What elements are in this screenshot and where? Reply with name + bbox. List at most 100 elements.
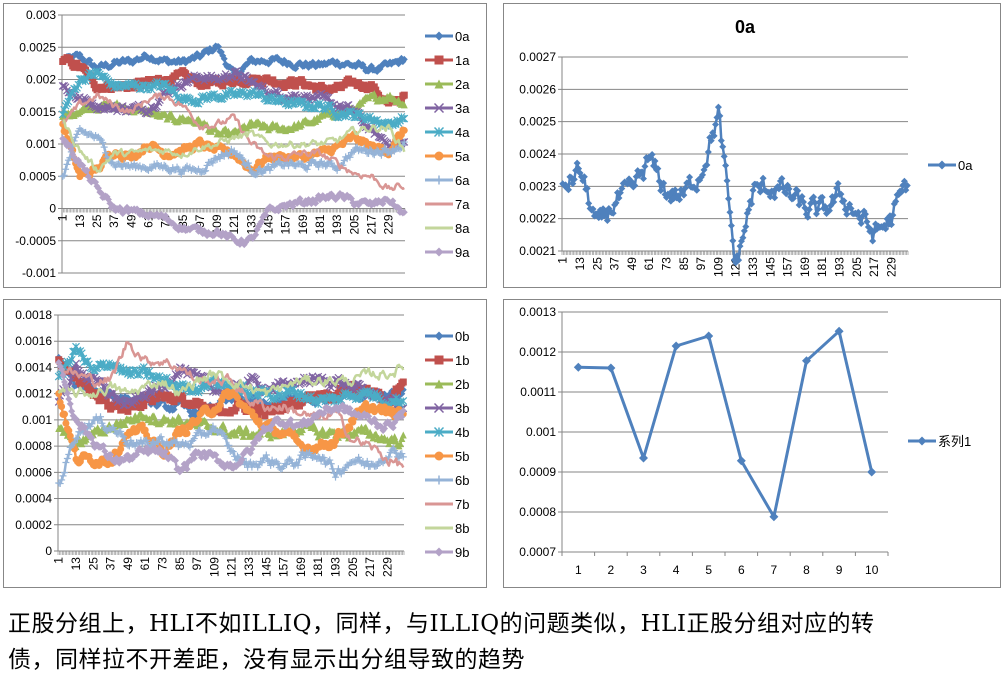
x-tick-label: 25 [90,214,104,228]
chart-bl: 0.0018 0.0016 0.0014 0.0012 0.001 0.0008 0.000… [3,299,487,588]
legend-marker [434,547,444,557]
x-tick-label: 49 [625,257,639,271]
x-tick-label: 145 [259,557,273,577]
series-4a [58,67,409,130]
x-tick-label: 49 [121,557,135,571]
legend-item-6a: 6a [425,173,470,188]
x-tick-label: 193 [833,257,847,277]
legend-marker [433,102,445,114]
x-tick-label: 217 [363,557,377,577]
x-tick-label: 5 [705,563,712,577]
legend-label: 2b [455,377,469,392]
series-markers [59,54,408,107]
legend-item-0b: 0b [425,329,469,344]
chart-border [503,3,1001,288]
legend-label: 3b [455,401,469,416]
legend-marker [433,426,445,438]
legend-label: 4b [455,425,469,440]
y-tick-label: 0.0008 [519,505,556,519]
x-tick-label: 169 [296,214,310,234]
legend-label: 0a [455,29,470,44]
y-tick-label: 0.0016 [15,334,52,348]
y-tick-label: 0.0024 [519,147,556,161]
x-tick-label: 13 [73,214,87,228]
legend-item-9a: 9a [425,245,470,260]
legend-label: 4a [455,125,470,140]
x-tick-label: 3 [640,563,647,577]
legend-label: 9a [455,245,470,260]
legend-item-8b: 8b [425,521,469,536]
x-tick-label: 109 [210,214,224,234]
legend-item-5a: 5a [425,149,470,164]
caption-line-2: 债，同样拉不开差距，没有显示出分组导致的趋势 [8,647,525,673]
legend-marker [433,126,445,138]
y-tick-label: 0.0006 [15,465,52,479]
y-tick-label: 0.0007 [519,545,556,559]
series-9a [59,135,408,249]
y-tick-label: -0.0005 [15,234,56,248]
legend-item-5b: 5b [425,449,469,464]
legend-label: 系列1 [938,434,971,449]
legend-item-9b: 9b [425,545,469,560]
x-tick-label: 121 [225,557,239,577]
x-tick-label: 1 [575,563,582,577]
legend-item-6b: 6b [425,473,469,488]
y-tick-label: 0.0002 [15,518,52,532]
y-tick-label: 0.0012 [519,345,556,359]
legend-item-8a: 8a [425,221,470,236]
y-tick-label: 0.0022 [519,212,556,226]
chart-br: 0.0013 0.0012 0.0011 0.001 0.0009 0.0008 0.000… [503,299,1001,588]
series-7b [57,341,405,469]
legend-label: 1b [455,353,469,368]
x-tick-label: 169 [798,257,812,277]
legend-item-7b: 7b [425,497,469,512]
y-tick-label: 0.002 [26,73,56,87]
x-tick-label: 85 [173,557,187,571]
x-tick-label: 109 [207,557,221,577]
x-tick-label: 157 [277,557,291,577]
chart-title: 0a [735,17,756,37]
x-tick-label: 133 [746,257,760,277]
y-tick-label: 0.0027 [519,50,556,64]
x-tick-label: 217 [867,257,881,277]
y-tick-label: 0.0004 [15,492,52,506]
series-5b [55,388,407,470]
legend-marker [434,79,444,89]
legend-label: 5a [455,149,470,164]
series-line [62,119,406,173]
legend-item-3b: 3b [425,401,469,416]
series-line [57,341,405,469]
y-tick-label: 0.0023 [519,179,556,193]
legend-label: 2a [455,77,470,92]
x-tick-label: 1 [56,214,70,221]
chart-tr: 0.0027 0.0026 0.0025 0.0024 0.0023 0.0022 0.00… [503,3,1001,288]
legend-marker [434,475,444,485]
series-markers [55,356,407,420]
x-tick-label: 73 [156,557,170,571]
x-tick-label: 145 [262,214,276,234]
series-line [57,363,405,399]
y-tick-label: 0.0009 [519,465,556,479]
legend-marker [434,55,444,65]
y-tick-label: 0.003 [26,8,56,22]
x-tick-label: 37 [608,257,622,271]
series-line [61,92,405,192]
x-tick-label: 181 [815,257,829,277]
x-tick-label: 9 [836,563,843,577]
series-markers [58,67,409,130]
y-tick-label: 0.0011 [520,385,556,399]
x-tick-label: 13 [573,257,587,271]
x-tick-label: 97 [190,557,204,571]
y-tick-label: 0.0025 [519,115,556,129]
x-tick-label: 73 [660,257,674,271]
x-tick-label: 25 [86,557,100,571]
legend-item-1b: 1b [425,353,469,368]
series-markers [559,103,911,267]
chart-border [503,299,1001,588]
series-系列1 [573,326,877,522]
x-tick-label: 229 [884,257,898,277]
x-tick-label: 205 [347,214,361,234]
y-tick-label: 0 [45,544,52,558]
chart-tl: 0.003 0.0025 0.002 0.0015 0.001 0.0005 0 -0.000… [3,3,487,288]
y-tick-label: 0.001 [22,413,52,427]
